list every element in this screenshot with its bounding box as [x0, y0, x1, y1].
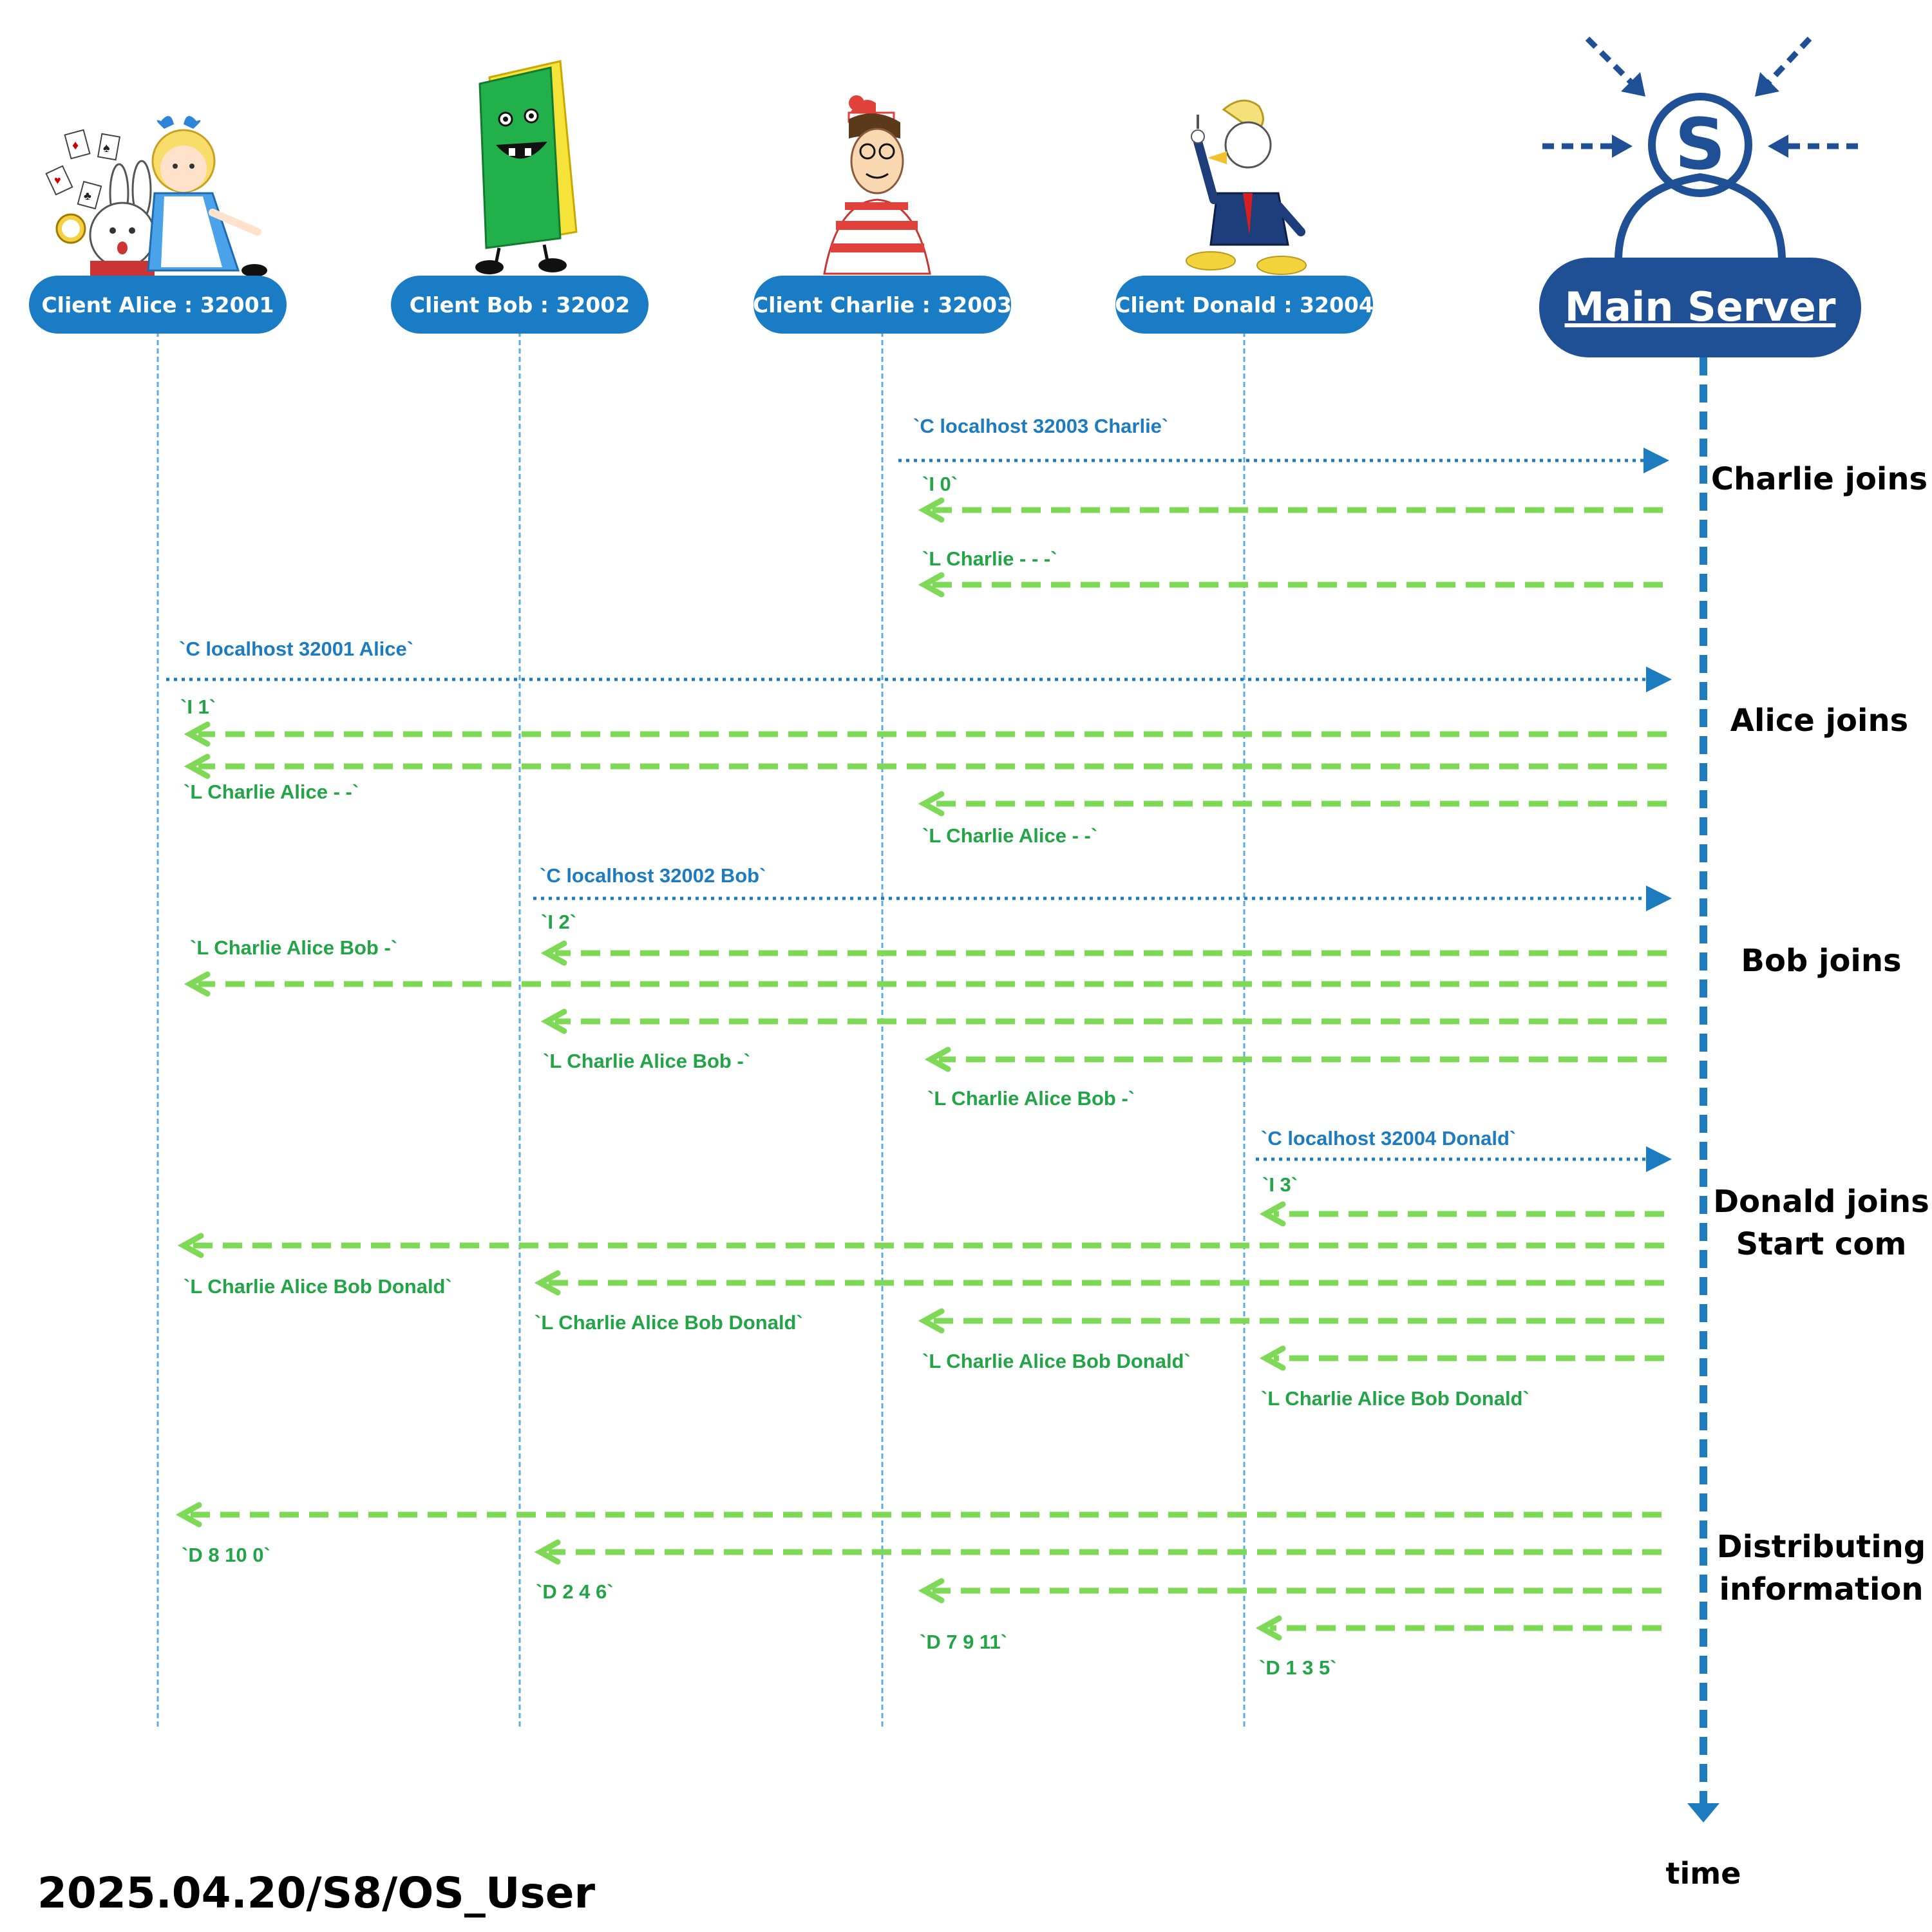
client-donald-label: Client Donald : 32004 [1115, 292, 1374, 317]
msg-label: `C localhost 32002 Bob` [540, 864, 766, 887]
reply-arrow [534, 1270, 1664, 1296]
server-logo-letter: S [1674, 103, 1725, 185]
msg-label: `L Charlie Alice Bob Donald` [922, 1350, 1191, 1372]
msg-label: `C localhost 32004 Donald` [1261, 1127, 1516, 1150]
client-bob[interactable]: Client Bob : 32002 [391, 276, 649, 334]
time-label: time [1666, 1856, 1741, 1891]
reply-arrow [184, 721, 1667, 747]
msg-label: `C localhost 32001 Alice` [179, 638, 413, 660]
client-donald[interactable]: Client Donald : 32004 [1115, 276, 1374, 334]
waldo-illustration [823, 95, 931, 275]
msg-label: `D 2 4 6` [536, 1580, 614, 1603]
phase-label: Donald joins [1713, 1184, 1929, 1220]
reply-arrow [918, 497, 1663, 523]
phase-label: Alice joins [1730, 703, 1908, 739]
reply-arrow [184, 753, 1667, 779]
phase-label: Start com [1736, 1226, 1907, 1262]
time-axis-arrowhead [1687, 1803, 1719, 1823]
alice-rabbit-illustration: ♦ ♠ ♥ ♣ [45, 116, 267, 277]
reply-arrow [918, 572, 1663, 598]
reply-arrow [1259, 1345, 1664, 1371]
reply-arrow [1255, 1615, 1662, 1641]
footer-stamp: 2025.04.20/S8/OS_User [37, 1868, 595, 1918]
msg-label: `I 0` [922, 473, 958, 495]
reply-arrow [177, 1233, 1664, 1258]
msg-label: `I 3` [1262, 1173, 1298, 1196]
donald-duck-illustration [1186, 99, 1307, 275]
reply-arrow [918, 1578, 1662, 1604]
reply-arrow [918, 1308, 1664, 1334]
phase-label: Charlie joins [1711, 461, 1927, 497]
phase-label: information [1719, 1571, 1923, 1607]
msg-label: `L Charlie Alice Bob Donald` [184, 1275, 452, 1298]
reply-arrow [540, 940, 1667, 966]
reply-arrow [534, 1539, 1662, 1565]
reply-arrow [184, 971, 1667, 997]
reply-arrow [540, 1009, 1667, 1034]
msg-label: `D 1 3 5` [1259, 1656, 1337, 1679]
client-alice-label: Client Alice : 32001 [41, 292, 274, 317]
msg-label: `L Charlie Alice Bob Donald` [535, 1311, 803, 1334]
svg-text:♦: ♦ [72, 138, 79, 153]
phase-label: Distributing [1717, 1529, 1926, 1565]
svg-text:♥: ♥ [54, 174, 61, 187]
main-server-label: Main Server [1565, 283, 1836, 330]
reply-arrow [924, 1046, 1667, 1072]
msg-label: `I 1` [180, 696, 216, 718]
client-bob-label: Client Bob : 32002 [410, 292, 630, 317]
svg-text:♣: ♣ [84, 189, 91, 202]
server-network-icon [1542, 36, 1858, 261]
reply-arrow [175, 1502, 1662, 1528]
msg-label: `I 2` [541, 911, 576, 933]
client-charlie[interactable]: Client Charlie : 32003 [753, 276, 1012, 334]
msg-label: `L Charlie Alice Bob -` [543, 1050, 750, 1072]
reply-arrow [1259, 1201, 1664, 1227]
reply-arrow [918, 791, 1667, 817]
msg-label: `L Charlie Alice - -` [184, 781, 359, 803]
msg-label: `D 8 10 0` [182, 1544, 270, 1566]
msg-label: `D 7 9 11` [920, 1631, 1007, 1653]
sponge-character-illustration [475, 60, 578, 274]
phase-label: Bob joins [1741, 943, 1901, 979]
msg-label: `L Charlie Alice Bob Donald` [1261, 1387, 1530, 1410]
svg-text:♠: ♠ [103, 141, 110, 155]
main-server[interactable]: Main Server [1539, 258, 1861, 357]
msg-label: `L Charlie - - -` [922, 547, 1057, 570]
msg-label: `L Charlie Alice - -` [922, 824, 1097, 847]
msg-label: `L Charlie Alice Bob -` [190, 936, 397, 959]
msg-label: `L Charlie Alice Bob -` [927, 1087, 1135, 1110]
client-charlie-label: Client Charlie : 32003 [753, 292, 1012, 317]
client-alice[interactable]: Client Alice : 32001 [29, 276, 287, 334]
msg-label: `C localhost 32003 Charlie` [913, 415, 1168, 437]
